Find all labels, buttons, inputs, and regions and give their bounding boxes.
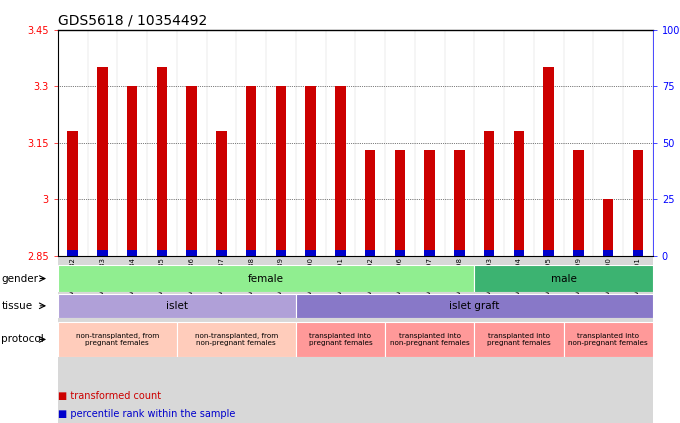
Bar [424,250,435,256]
Bar [237,256,266,423]
Bar [385,322,475,357]
Text: islet graft: islet graft [449,301,500,311]
Bar [415,256,445,423]
Bar [564,322,653,357]
Bar [326,256,355,423]
Bar [484,132,494,256]
Bar [543,250,554,256]
Text: non-transplanted, from
non-pregnant females: non-transplanted, from non-pregnant fema… [194,333,278,346]
Bar [475,256,504,423]
Text: female: female [248,274,284,283]
Bar [186,86,197,256]
Bar [573,250,583,256]
Bar [97,67,107,256]
Bar [147,256,177,423]
Text: GDS5618 / 10354492: GDS5618 / 10354492 [58,13,207,27]
Bar [632,150,643,256]
Text: protocol: protocol [1,335,44,344]
Bar [513,132,524,256]
Text: transplanted into
non-pregnant females: transplanted into non-pregnant females [390,333,470,346]
Bar [275,86,286,256]
Bar [266,256,296,423]
Bar [216,250,226,256]
Bar [58,265,475,292]
Bar [424,150,435,256]
Bar [216,132,226,256]
Bar [305,250,316,256]
Bar [305,86,316,256]
Bar [454,150,464,256]
Bar [177,256,207,423]
Bar [275,250,286,256]
Bar [246,86,256,256]
Bar [564,256,593,423]
Bar [335,86,345,256]
Bar [296,256,326,423]
Bar [385,256,415,423]
Bar [365,150,375,256]
Text: ■ percentile rank within the sample: ■ percentile rank within the sample [58,409,235,419]
Text: ■ transformed count: ■ transformed count [58,390,161,401]
Bar [97,250,107,256]
Bar [296,294,653,318]
Bar [156,250,167,256]
Bar [177,322,296,357]
Bar [632,250,643,256]
Bar [335,250,345,256]
Bar [454,250,464,256]
Bar [58,256,88,423]
Bar [603,199,613,256]
Bar [67,250,78,256]
Bar [504,256,534,423]
Bar [58,294,296,318]
Text: tissue: tissue [1,301,33,311]
Bar [394,150,405,256]
Bar [355,256,385,423]
Text: islet: islet [166,301,188,311]
Bar [58,322,177,357]
Bar [475,265,653,292]
Bar [296,322,385,357]
Bar [593,256,623,423]
Bar [623,256,653,423]
Bar [394,250,405,256]
Bar [246,250,256,256]
Bar [513,250,524,256]
Text: gender: gender [1,274,38,283]
Bar [207,256,237,423]
Bar [118,256,147,423]
Bar [534,256,564,423]
Text: non-transplanted, from
pregnant females: non-transplanted, from pregnant females [75,333,159,346]
Bar [475,322,564,357]
Bar [67,132,78,256]
Text: transplanted into
pregnant females: transplanted into pregnant females [487,333,551,346]
Bar [88,256,118,423]
Bar [186,250,197,256]
Bar [543,67,554,256]
Bar [445,256,475,423]
Text: transplanted into
pregnant females: transplanted into pregnant females [309,333,373,346]
Text: male: male [551,274,577,283]
Bar [603,250,613,256]
Bar [156,67,167,256]
Bar [127,86,137,256]
Bar [573,150,583,256]
Bar [365,250,375,256]
Text: transplanted into
non-pregnant females: transplanted into non-pregnant females [568,333,648,346]
Bar [127,250,137,256]
Bar [484,250,494,256]
